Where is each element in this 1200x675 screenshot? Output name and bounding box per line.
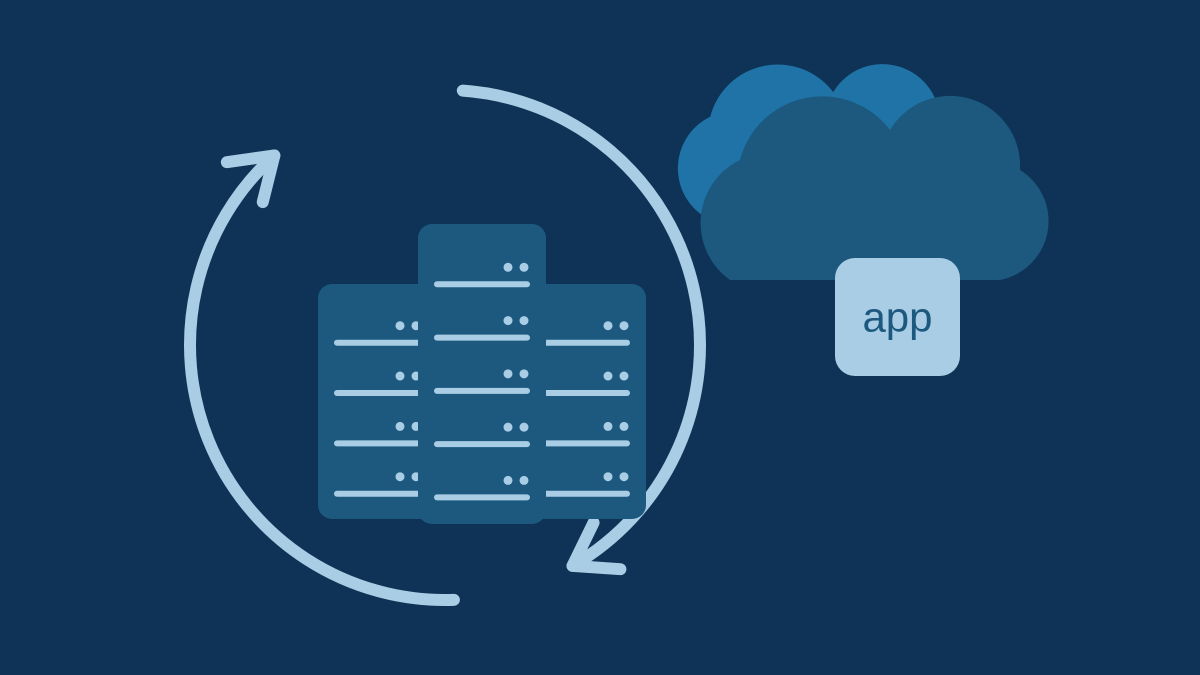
app-tile-label: app	[862, 294, 932, 341]
diagram-canvas: app	[0, 0, 1200, 675]
